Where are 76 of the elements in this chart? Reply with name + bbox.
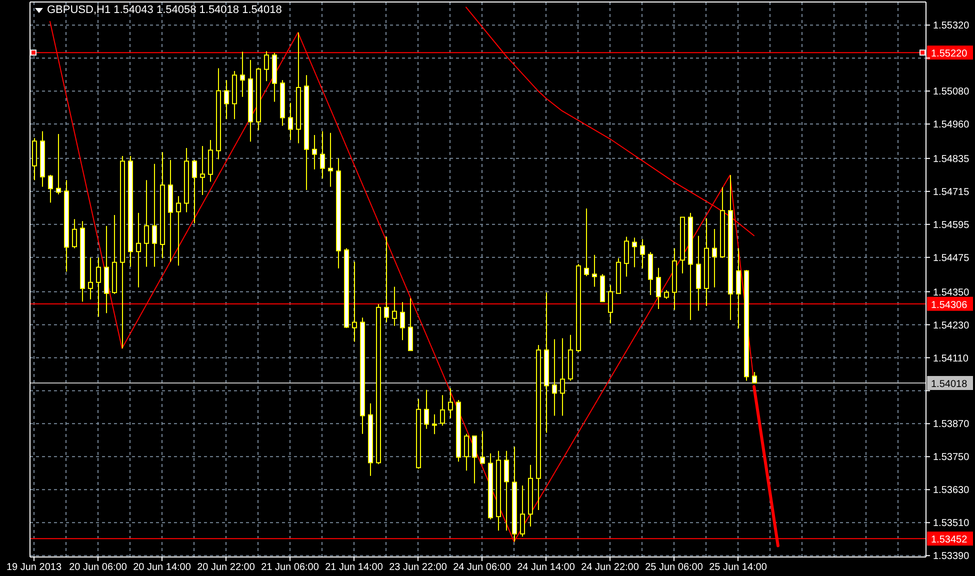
y-tick-label: 1.53750 <box>933 452 970 464</box>
y-tick-label: 1.55320 <box>933 20 970 32</box>
candlestick <box>432 414 437 435</box>
candlestick <box>176 196 181 266</box>
candlestick <box>48 174 53 204</box>
y-tick-label: 1.53510 <box>933 518 970 530</box>
ref-line-label: 1.55220 <box>931 48 968 60</box>
candlestick <box>152 163 157 268</box>
candlestick <box>288 102 293 140</box>
ref-line-label: 1.54306 <box>931 300 968 311</box>
candlestick <box>464 433 469 472</box>
y-tick-label: 1.55080 <box>933 86 970 98</box>
candlestick <box>480 430 485 464</box>
candlestick <box>56 133 61 195</box>
candlestick <box>200 146 205 196</box>
candlestick <box>264 50 269 82</box>
candlestick <box>736 248 741 329</box>
candlestick <box>592 254 597 288</box>
candlestick <box>624 236 629 278</box>
candlestick <box>96 257 101 318</box>
candlestick <box>472 436 477 484</box>
candlestick <box>632 237 637 268</box>
y-tick-label: 1.54475 <box>933 252 970 264</box>
candlestick <box>352 261 357 342</box>
candlestick <box>312 134 317 170</box>
candlestick <box>552 338 557 416</box>
candlestick <box>400 302 405 341</box>
candlestick <box>72 218 77 249</box>
x-tick-label: 20 Jun 06:00 <box>69 562 128 574</box>
y-tick-label: 1.53870 <box>933 419 970 430</box>
x-tick-label: 21 Jun 14:00 <box>325 562 384 574</box>
candlestick <box>144 180 149 268</box>
candlestick <box>240 51 245 98</box>
candlestick <box>136 212 141 288</box>
candlestick <box>504 450 509 532</box>
y-tick-label: 1.54835 <box>933 154 970 165</box>
x-tick-label: 21 Jun 06:00 <box>261 562 320 574</box>
candlestick <box>224 80 229 120</box>
candlestick <box>520 485 525 538</box>
y-tick-label: 1.54960 <box>933 120 970 131</box>
ref-line-label: 1.54018 <box>931 378 968 390</box>
x-tick-label: 19 Jun 2013 <box>6 562 62 574</box>
x-tick-label: 20 Jun 22:00 <box>197 562 256 574</box>
ref-line-label: 1.53452 <box>931 534 968 546</box>
candlestick <box>440 394 445 426</box>
x-tick-label: 24 Jun 14:00 <box>517 562 576 574</box>
candlestick <box>656 267 661 310</box>
candlestick <box>752 372 757 384</box>
x-tick-label: 20 Jun 14:00 <box>133 562 192 574</box>
y-tick-label: 1.54110 <box>933 353 969 364</box>
x-tick-label: 24 Jun 06:00 <box>453 562 512 574</box>
candlestick <box>712 228 717 288</box>
y-tick-label: 1.54715 <box>933 186 970 198</box>
candlestick <box>640 238 645 269</box>
chart-title: GBPUSD,H1 1.54043 1.54058 1.54018 1.54018 <box>47 4 282 17</box>
y-tick-label: 1.54595 <box>933 220 970 231</box>
candlestick <box>392 286 397 326</box>
x-tick-label: 24 Jun 22:00 <box>581 562 640 574</box>
candlestick <box>320 130 325 179</box>
y-tick-label: 1.53630 <box>933 485 970 496</box>
candlestick <box>384 236 389 323</box>
candlestick <box>584 208 589 277</box>
x-tick-label: 23 Jun 22:00 <box>389 562 448 574</box>
candlestick <box>448 388 453 419</box>
x-tick-label: 25 Jun 06:00 <box>645 562 704 574</box>
candlestick <box>408 298 413 352</box>
candlestick <box>88 257 93 300</box>
candlestick <box>328 132 333 188</box>
candlestick <box>192 160 197 224</box>
candlestick <box>424 389 429 430</box>
y-tick-label: 1.54350 <box>933 287 970 298</box>
candlestick <box>608 284 613 324</box>
candlestick <box>560 338 565 416</box>
y-tick-label: 1.53390 <box>933 551 970 562</box>
y-tick-label: 1.54230 <box>933 320 970 332</box>
x-tick-label: 25 Jun 14:00 <box>709 562 768 574</box>
